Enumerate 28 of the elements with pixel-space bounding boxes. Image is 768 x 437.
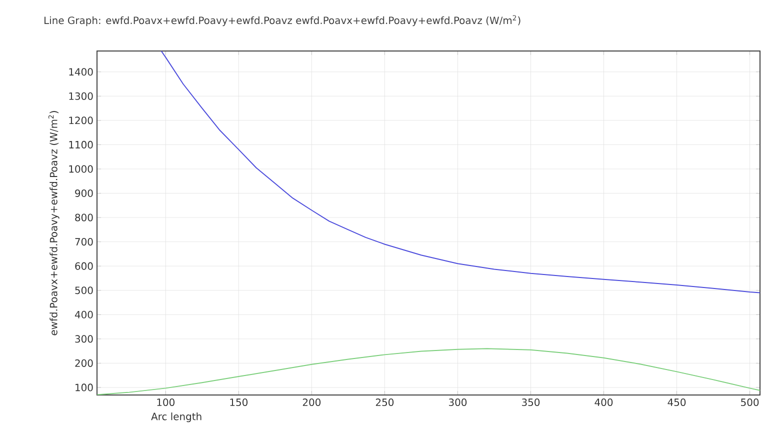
y-tick-label: 1100 [69,140,93,148]
y-tick-label: 200 [75,359,93,367]
y-tick-label: 1300 [69,92,93,100]
y-tick-label: 1400 [69,68,93,76]
x-tick-label: 100 [157,398,174,406]
x-tick-label: 350 [522,398,540,406]
x-tick-label: 500 [741,398,759,406]
line-series [160,50,760,294]
y-tick-label: 900 [75,189,93,198]
x-tick-label: 150 [230,398,248,406]
x-tick-label: 250 [376,398,394,406]
y-tick-label: 500 [75,286,93,294]
y-tick-label: 800 [75,214,93,222]
x-tick-label: 200 [302,398,321,406]
chart-title: Line Graph: ewfd.Poavx+ewfd.Poavy+ewfd.Poavz ewfd.Poavx+ewfd.Poavy+ewfd.Poavz (W/m$^{2}$) [44,15,520,26]
line-series [97,348,760,395]
x-tick-label: 450 [668,398,686,406]
x-axis-title: Arc length [151,412,202,422]
y-tick-label: 400 [74,310,93,318]
x-tick-label: 400 [594,398,613,406]
y-tick-label: 600 [75,262,93,270]
y-tick-label: 700 [75,238,93,246]
y-tick-label: 100 [76,384,93,392]
y-axis-title: ewfd.Poavx+ewfd.Poavy+ewfd.Poavz (W/m$^{2}$) [48,111,60,336]
y-tick-label: 1200 [69,116,93,124]
x-tick-label: 300 [448,398,467,406]
y-tick-label: 1000 [69,165,93,173]
y-tick-label: 300 [75,335,93,343]
